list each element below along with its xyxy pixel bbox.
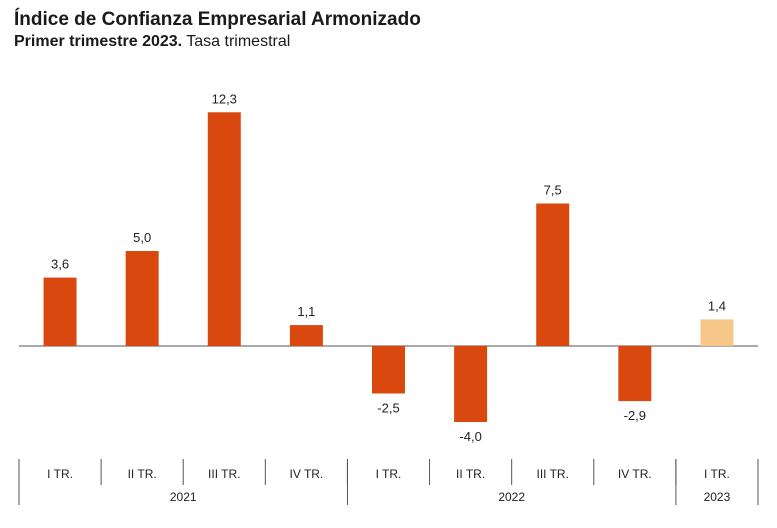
data-label-8: -2,9 (624, 408, 646, 423)
chart-subtitle: Primer trimestre 2023. Tasa trimestral (14, 33, 290, 51)
chart-title: Índice de Confianza Empresarial Armoniza… (14, 9, 421, 30)
bar-4 (289, 325, 323, 346)
bar-9 (700, 319, 734, 346)
bar-6 (454, 346, 488, 422)
bar-7 (536, 203, 570, 346)
subtitle-bold: Primer trimestre 2023. (14, 33, 183, 50)
bar-8 (618, 346, 652, 402)
bar-3 (207, 112, 241, 346)
bar-5 (372, 346, 405, 394)
data-label-6: -4,0 (459, 429, 481, 444)
data-label-1: 3,6 (51, 257, 69, 272)
x-tick-label-8: IV TR. (618, 467, 652, 481)
data-label-2: 5,0 (133, 230, 151, 245)
x-tick-label-9: I TR. (704, 467, 730, 481)
data-label-9: 1,4 (708, 298, 726, 313)
x-tick-label-2: II TR. (128, 467, 157, 481)
data-label-5: -2,5 (377, 401, 399, 416)
data-label-7: 7,5 (544, 183, 562, 198)
x-tick-label-1: I TR. (47, 467, 73, 481)
data-label-3: 12,3 (212, 91, 237, 106)
bar-1 (43, 277, 77, 346)
bar-2 (125, 251, 159, 346)
year-label-2021: 2021 (170, 490, 197, 504)
x-tick-label-6: II TR. (456, 467, 485, 481)
data-label-4: 1,1 (297, 304, 315, 319)
x-tick-label-4: IV TR. (289, 467, 323, 481)
x-tick-label-5: I TR. (376, 467, 402, 481)
subtitle-rest: Tasa trimestral (186, 33, 291, 50)
x-tick-label-7: III TR. (536, 467, 568, 481)
x-tick-label-3: III TR. (208, 467, 240, 481)
year-label-2022: 2022 (498, 490, 525, 504)
year-label-2023: 2023 (704, 490, 731, 504)
